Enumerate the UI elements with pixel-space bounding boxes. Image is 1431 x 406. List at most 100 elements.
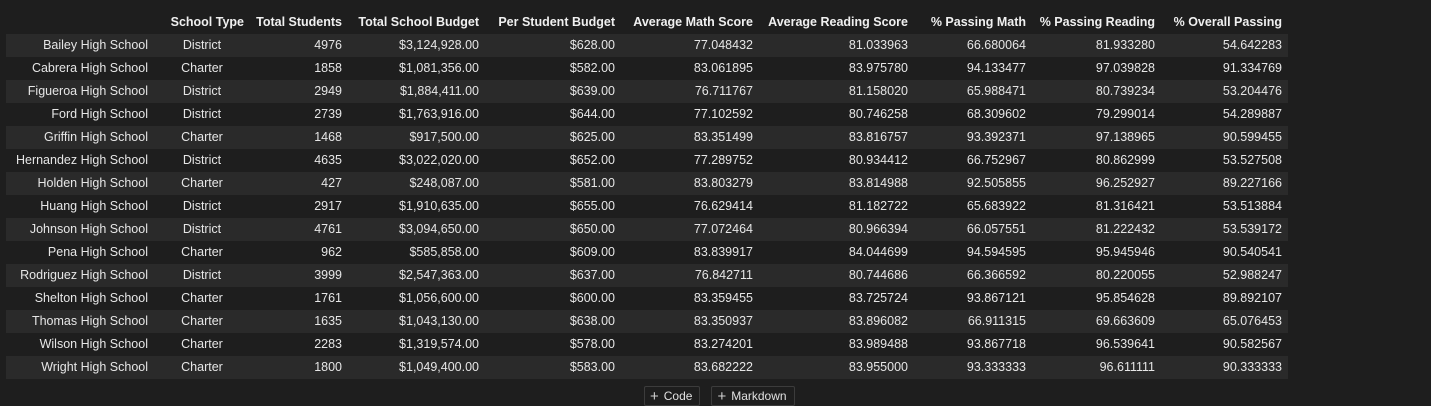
table-cell: Charter: [154, 126, 250, 149]
table-cell: 80.934412: [759, 149, 914, 172]
table-cell: 97.039828: [1032, 57, 1161, 80]
table-cell: 83.061895: [621, 57, 759, 80]
row-index-school-name: Pena High School: [6, 241, 154, 264]
row-index-school-name: Cabrera High School: [6, 57, 154, 80]
table-cell: 83.274201: [621, 333, 759, 356]
table-cell: 83.350937: [621, 310, 759, 333]
column-header: Total School Budget: [348, 11, 485, 34]
add-markdown-label: Markdown: [731, 389, 787, 403]
table-row: Shelton High School Charter 1761 $1,056,600…: [6, 287, 1288, 310]
table-cell: District: [154, 34, 250, 57]
table-cell: $3,022,020.00: [348, 149, 485, 172]
table-cell: 52.988247: [1161, 264, 1288, 287]
table-cell: 93.867121: [914, 287, 1032, 310]
table-cell: 93.333333: [914, 356, 1032, 379]
table-cell: 76.711767: [621, 80, 759, 103]
table-cell: $655.00: [485, 195, 621, 218]
table-cell: Charter: [154, 241, 250, 264]
table-cell: 77.072464: [621, 218, 759, 241]
table-row: Thomas High School Charter 1635 $1,043,130.…: [6, 310, 1288, 333]
table-cell: $1,056,600.00: [348, 287, 485, 310]
table-cell: 80.220055: [1032, 264, 1161, 287]
table-cell: District: [154, 218, 250, 241]
table-cell: $583.00: [485, 356, 621, 379]
table-cell: 54.289887: [1161, 103, 1288, 126]
table-cell: 90.540541: [1161, 241, 1288, 264]
table-cell: 962: [250, 241, 348, 264]
table-cell: $3,124,928.00: [348, 34, 485, 57]
table-cell: $248,087.00: [348, 172, 485, 195]
table-cell: 76.629414: [621, 195, 759, 218]
table-cell: 2949: [250, 80, 348, 103]
table-cell: 81.316421: [1032, 195, 1161, 218]
table-cell: 65.988471: [914, 80, 1032, 103]
table-cell: 83.682222: [621, 356, 759, 379]
table-cell: 80.862999: [1032, 149, 1161, 172]
table-row: Figueroa High School District 2949 $1,884,4…: [6, 80, 1288, 103]
table-cell: Charter: [154, 57, 250, 80]
table-cell: 94.133477: [914, 57, 1032, 80]
table-cell: 4635: [250, 149, 348, 172]
table-cell: 83.814988: [759, 172, 914, 195]
row-index-school-name: Shelton High School: [6, 287, 154, 310]
table-cell: 77.289752: [621, 149, 759, 172]
table-cell: 83.351499: [621, 126, 759, 149]
table-cell: 65.683922: [914, 195, 1032, 218]
table-row: Wilson High School Charter 2283 $1,319,574.…: [6, 333, 1288, 356]
table-cell: 96.252927: [1032, 172, 1161, 195]
table-cell: 81.158020: [759, 80, 914, 103]
table-cell: 2283: [250, 333, 348, 356]
table-cell: $1,049,400.00: [348, 356, 485, 379]
row-index-school-name: Huang High School: [6, 195, 154, 218]
table-cell: 81.182722: [759, 195, 914, 218]
column-header: Average Reading Score: [759, 11, 914, 34]
table-cell: 93.392371: [914, 126, 1032, 149]
table-cell: 96.611111: [1032, 356, 1161, 379]
table-cell: Charter: [154, 172, 250, 195]
table-cell: 83.725724: [759, 287, 914, 310]
table-header: School Type Total Students Total School Bu…: [6, 11, 1288, 34]
row-index-school-name: Hernandez High School: [6, 149, 154, 172]
table-row: Rodriguez High School District 3999 $2,547,…: [6, 264, 1288, 287]
table-cell: 77.102592: [621, 103, 759, 126]
table-cell: 66.752967: [914, 149, 1032, 172]
table-cell: 81.222432: [1032, 218, 1161, 241]
table-cell: 96.539641: [1032, 333, 1161, 356]
table-cell: 83.896082: [759, 310, 914, 333]
table-row: Huang High School District 2917 $1,910,635.…: [6, 195, 1288, 218]
table-cell: 427: [250, 172, 348, 195]
table-cell: 90.582567: [1161, 333, 1288, 356]
table-cell: 97.138965: [1032, 126, 1161, 149]
table-cell: 94.594595: [914, 241, 1032, 264]
table-cell: $1,319,574.00: [348, 333, 485, 356]
column-header: School Type: [154, 11, 250, 34]
row-index-school-name: Wilson High School: [6, 333, 154, 356]
add-code-cell-button[interactable]: + Code: [644, 386, 701, 406]
table-cell: 83.803279: [621, 172, 759, 195]
table-cell: District: [154, 264, 250, 287]
table-row: Hernandez High School District 4635 $3,022,…: [6, 149, 1288, 172]
table-cell: $1,910,635.00: [348, 195, 485, 218]
table-cell: 4976: [250, 34, 348, 57]
row-index-school-name: Griffin High School: [6, 126, 154, 149]
add-code-label: Code: [663, 389, 693, 403]
table-cell: 83.975780: [759, 57, 914, 80]
table-cell: District: [154, 80, 250, 103]
table-cell: $1,763,916.00: [348, 103, 485, 126]
row-index-school-name: Rodriguez High School: [6, 264, 154, 287]
table-row: Pena High School Charter 962 $585,858.00 $60…: [6, 241, 1288, 264]
table-cell: $917,500.00: [348, 126, 485, 149]
plus-icon: +: [717, 387, 727, 405]
table-row: Ford High School District 2739 $1,763,916.0…: [6, 103, 1288, 126]
table-cell: 93.867718: [914, 333, 1032, 356]
table-cell: District: [154, 149, 250, 172]
table-cell: 95.945946: [1032, 241, 1161, 264]
table-cell: 1858: [250, 57, 348, 80]
table-cell: 81.033963: [759, 34, 914, 57]
add-markdown-cell-button[interactable]: + Markdown: [711, 386, 795, 406]
header-row: School Type Total Students Total School Bu…: [6, 11, 1288, 34]
table-cell: 2917: [250, 195, 348, 218]
table-cell: 83.839917: [621, 241, 759, 264]
table-cell: $582.00: [485, 57, 621, 80]
